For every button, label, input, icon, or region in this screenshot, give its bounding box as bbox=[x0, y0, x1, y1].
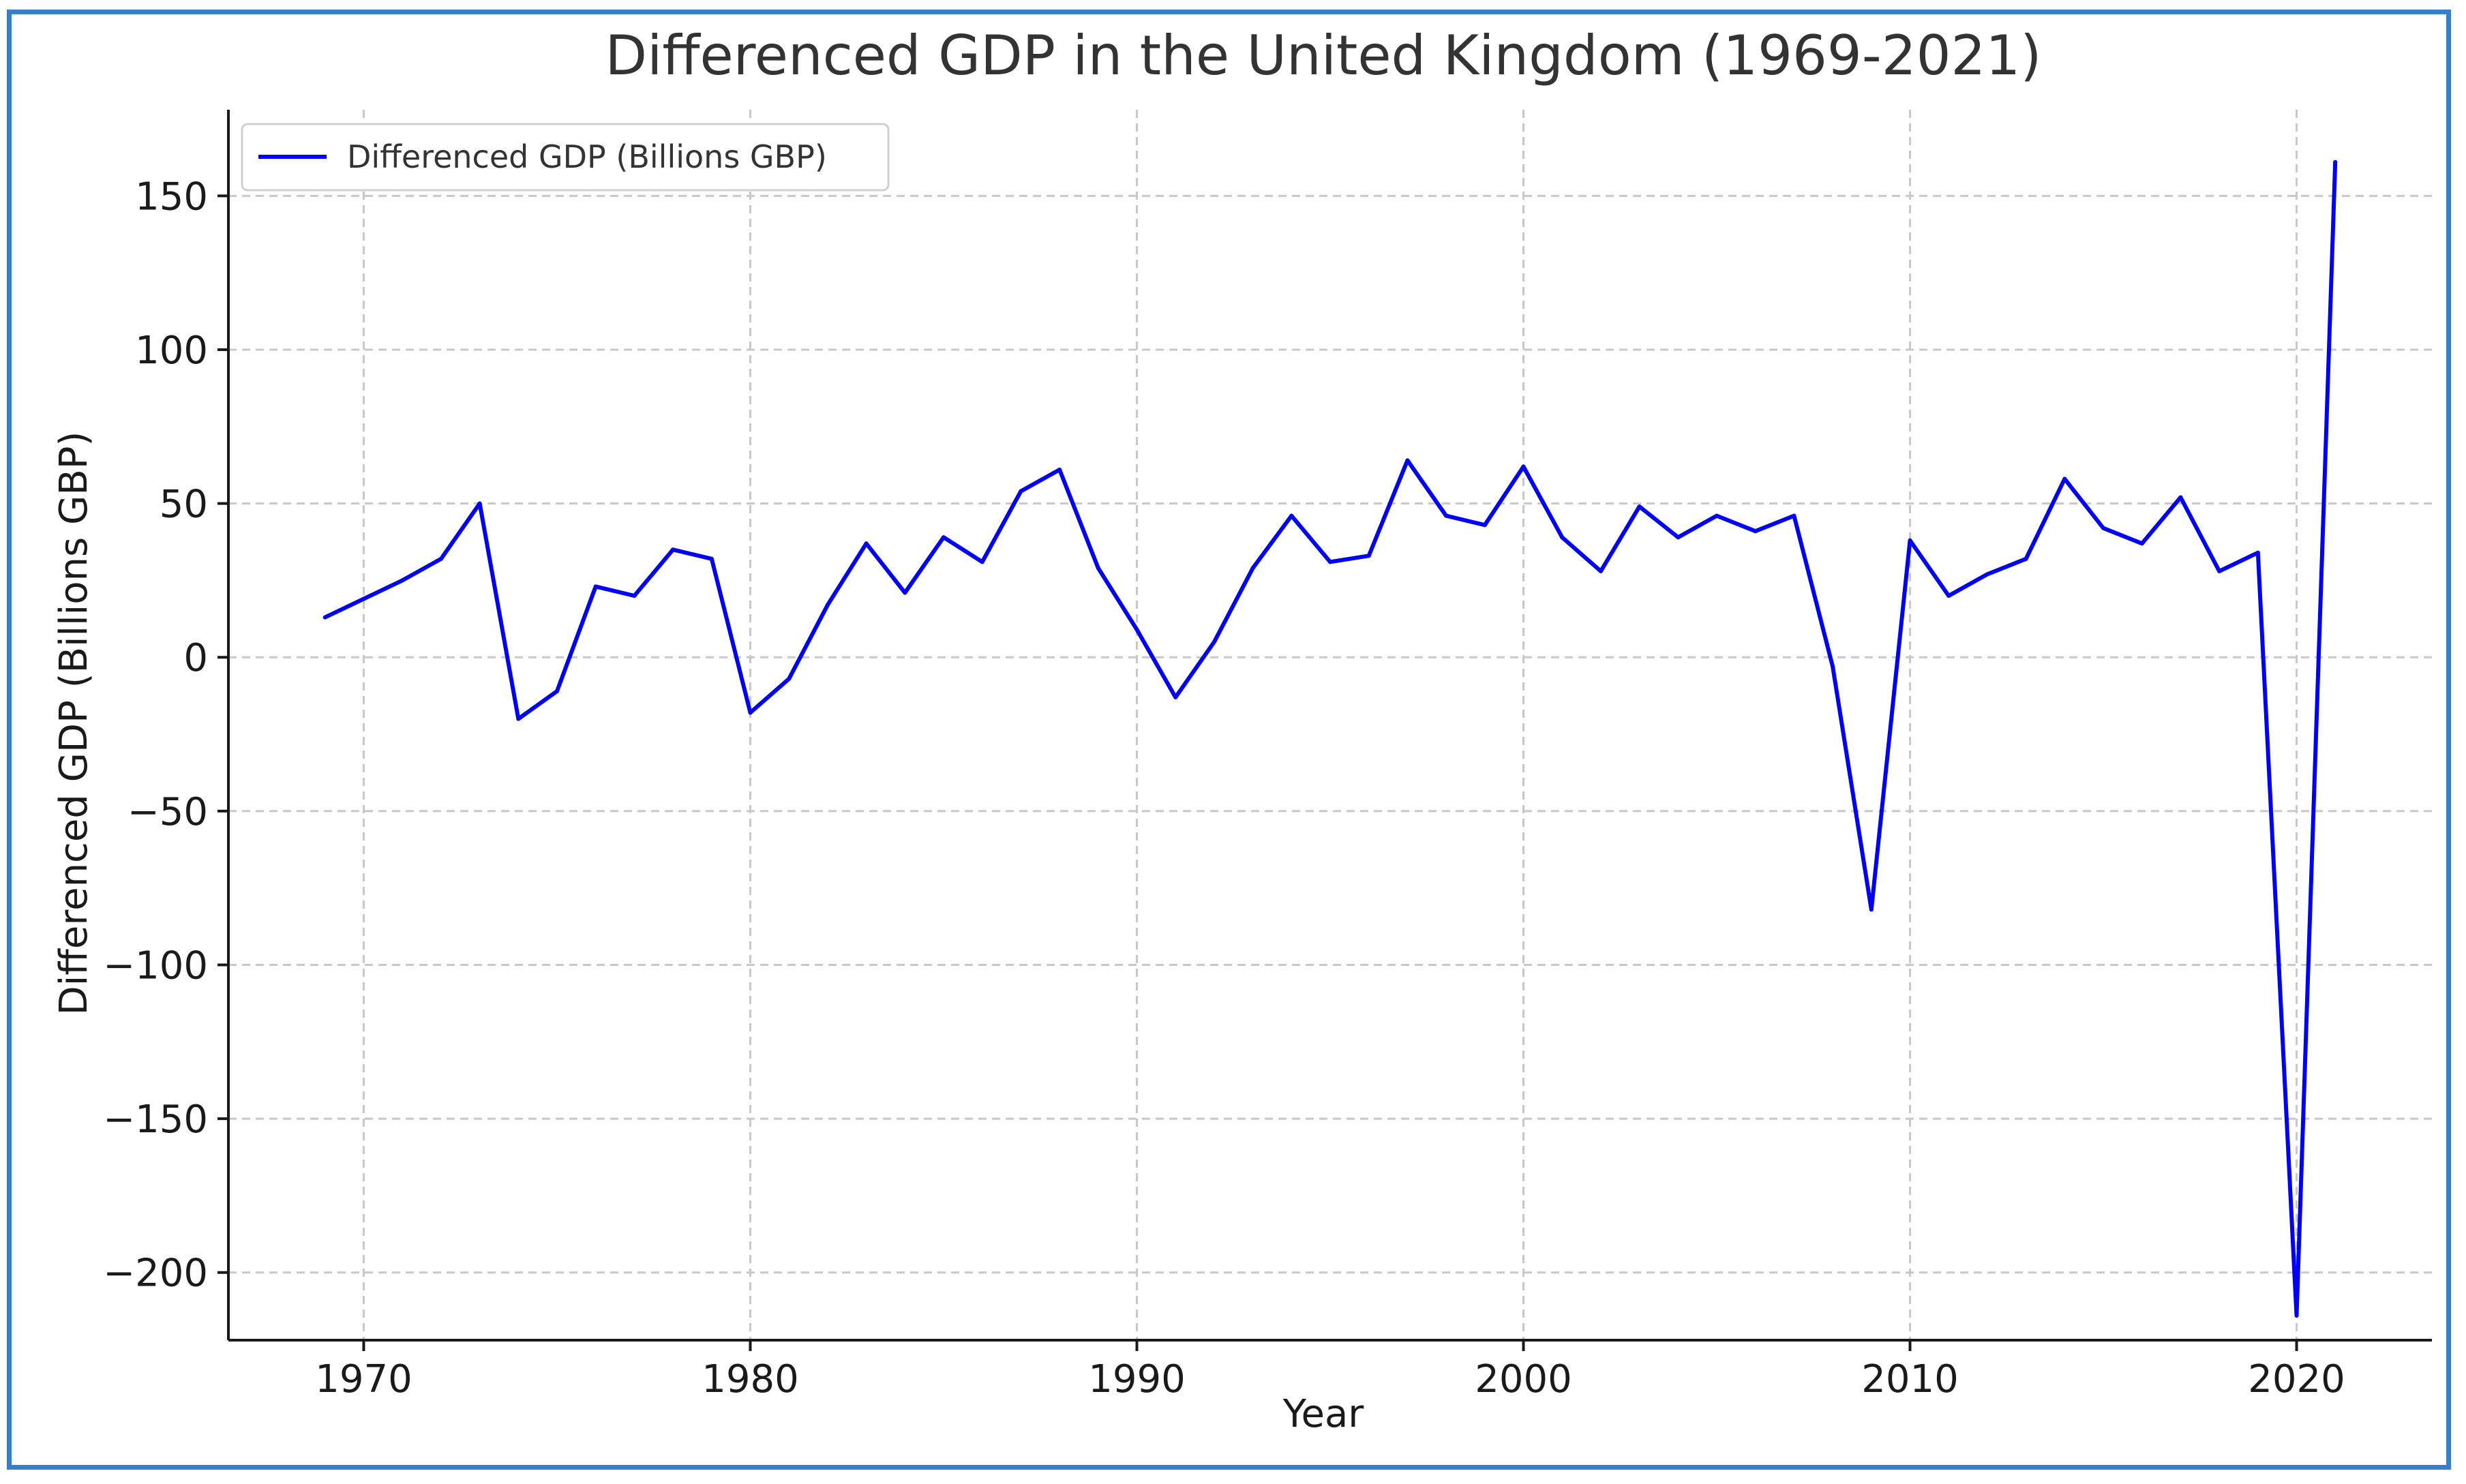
y-tick-label: 50 bbox=[160, 483, 208, 527]
data-point bbox=[1173, 695, 1178, 699]
data-point bbox=[1869, 907, 1874, 912]
data-point bbox=[980, 560, 984, 564]
data-point bbox=[1366, 554, 1371, 558]
data-point bbox=[2294, 1313, 2299, 1318]
y-tick-label: 0 bbox=[183, 636, 208, 680]
legend: Differenced GDP (Billions GBP) bbox=[241, 123, 890, 192]
legend-box bbox=[241, 123, 890, 192]
data-point bbox=[1134, 627, 1139, 632]
data-point bbox=[438, 556, 443, 561]
x-tick-label: 2010 bbox=[1861, 1357, 1959, 1402]
axes bbox=[227, 110, 2432, 1342]
data-point bbox=[361, 596, 366, 601]
x-axis-ticks: 1970 1980 1990 2000 2010 2020 bbox=[315, 1340, 2345, 1402]
y-tick-label: −50 bbox=[127, 790, 208, 834]
chart-frame: Differenced GDP in the United Kingdom (1… bbox=[7, 10, 2451, 1470]
data-point bbox=[1676, 535, 1681, 540]
y-tick-label: 100 bbox=[135, 329, 208, 373]
y-tick-label: −200 bbox=[103, 1252, 208, 1296]
chart-svg: Differenced GDP in the United Kingdom (1… bbox=[52, 24, 2432, 1436]
data-point bbox=[1985, 572, 1989, 577]
data-point bbox=[2139, 541, 2144, 546]
data-point bbox=[1250, 566, 1255, 571]
data-point bbox=[1792, 513, 1796, 518]
data-point bbox=[864, 541, 869, 546]
data-point bbox=[1405, 458, 1410, 463]
chart-title: Differenced GDP in the United Kingdom (1… bbox=[605, 24, 2042, 87]
data-point bbox=[1521, 464, 1526, 469]
data-point bbox=[2024, 556, 2028, 561]
y-tick-label: 150 bbox=[135, 175, 208, 219]
series-line bbox=[322, 160, 2338, 1318]
data-point bbox=[1753, 529, 1758, 534]
data-point bbox=[1560, 535, 1565, 540]
data-point bbox=[2333, 160, 2338, 164]
y-axis-ticks: 150 100 50 0 −50 −100 −150 −200 bbox=[103, 175, 228, 1296]
data-point bbox=[1946, 593, 1951, 598]
data-point bbox=[903, 590, 907, 595]
data-point bbox=[2255, 550, 2260, 555]
data-point bbox=[2101, 526, 2106, 530]
data-point bbox=[477, 501, 482, 506]
data-point bbox=[1637, 504, 1642, 509]
data-point bbox=[2217, 569, 2222, 573]
data-point bbox=[1598, 569, 1603, 573]
grid bbox=[228, 110, 2432, 1340]
y-tick-label: −150 bbox=[103, 1097, 208, 1142]
data-point bbox=[1019, 489, 1023, 494]
data-point bbox=[400, 578, 405, 583]
data-point bbox=[322, 615, 327, 620]
y-tick-label: −100 bbox=[103, 943, 208, 988]
data-point bbox=[941, 535, 946, 540]
data-point bbox=[671, 547, 676, 552]
legend-label: Differenced GDP (Billions GBP) bbox=[347, 138, 827, 175]
data-point bbox=[1057, 467, 1062, 472]
data-point bbox=[1831, 664, 1835, 669]
series-layer bbox=[322, 160, 2338, 1318]
data-point bbox=[1328, 560, 1332, 564]
y-axis-label: Differenced GDP (Billions GBP) bbox=[52, 431, 96, 1016]
data-point bbox=[1482, 523, 1487, 528]
data-point bbox=[1715, 513, 1719, 518]
data-point bbox=[2178, 495, 2183, 500]
data-point bbox=[1444, 513, 1449, 518]
x-tick-label: 2020 bbox=[2248, 1357, 2345, 1402]
data-point bbox=[1212, 639, 1216, 644]
data-point bbox=[1289, 513, 1294, 518]
data-point bbox=[787, 676, 792, 681]
x-tick-label: 2000 bbox=[1475, 1357, 1572, 1402]
data-point bbox=[2062, 476, 2067, 481]
x-tick-label: 1970 bbox=[315, 1357, 412, 1402]
data-point bbox=[516, 716, 521, 721]
data-point bbox=[554, 688, 559, 693]
data-point bbox=[1908, 538, 1912, 543]
x-tick-label: 1990 bbox=[1088, 1357, 1186, 1402]
data-point bbox=[593, 584, 598, 589]
x-tick-label: 1980 bbox=[702, 1357, 799, 1402]
data-point bbox=[825, 603, 830, 607]
data-point bbox=[1096, 566, 1100, 571]
data-point bbox=[709, 556, 714, 561]
x-axis-label: Year bbox=[1282, 1392, 1365, 1436]
data-point bbox=[632, 593, 637, 598]
data-point bbox=[748, 710, 753, 715]
